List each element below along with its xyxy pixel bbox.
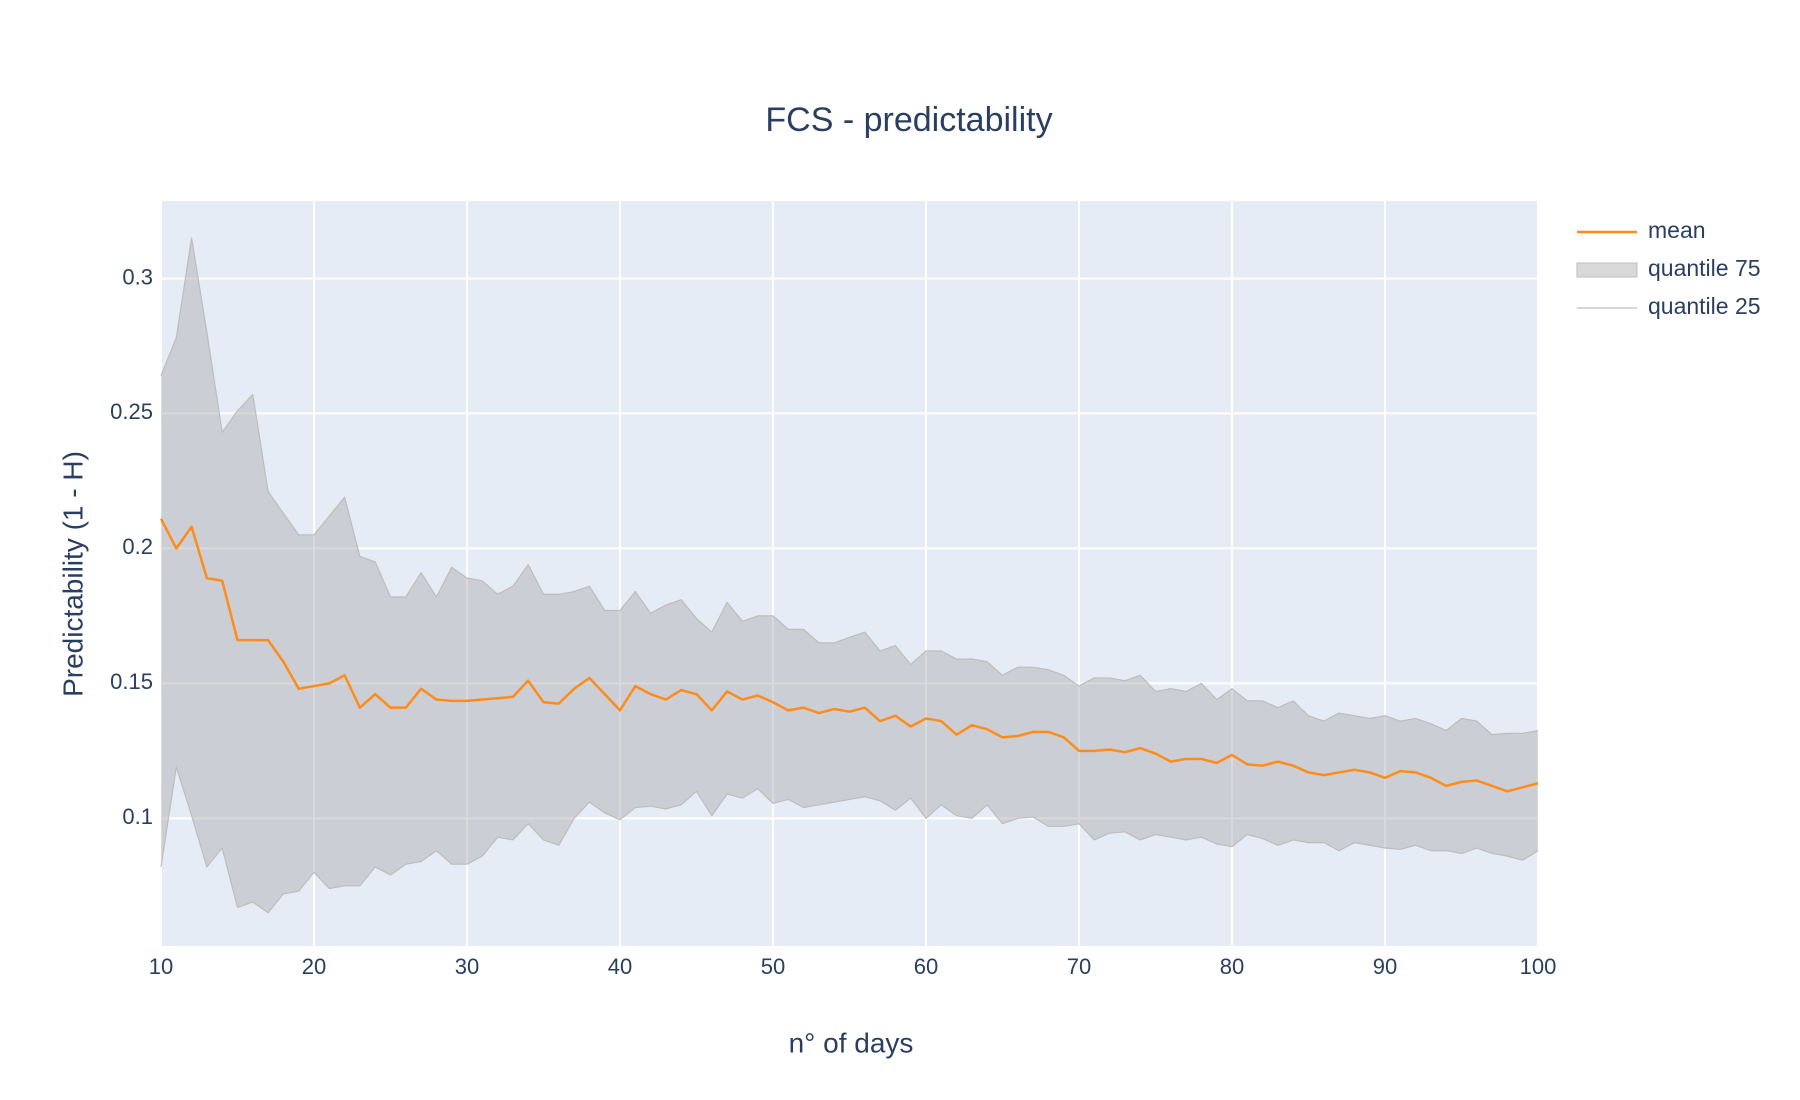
series-line	[159, 518, 1539, 793]
series-line	[160, 766, 1539, 914]
y-tick-label: 0.1	[122, 804, 153, 829]
x-tick-label: 40	[608, 954, 632, 979]
plot-background	[161, 201, 1538, 946]
y-tick-label: 0.25	[110, 399, 153, 424]
legend-label: quantile 75	[1648, 255, 1761, 281]
x-tick-label: 90	[1373, 954, 1397, 979]
y-tick-label: 0.2	[122, 534, 153, 559]
legend-label: quantile 25	[1648, 293, 1761, 319]
band-area	[161, 237, 1538, 913]
x-tick-label: 80	[1220, 954, 1244, 979]
chart-title: FCS - predictability	[765, 101, 1052, 139]
x-tick-label: 70	[1067, 954, 1091, 979]
x-tick-label: 100	[1520, 954, 1557, 979]
series-line	[160, 237, 1539, 736]
x-tick-label: 50	[761, 954, 785, 979]
legend-swatch	[1576, 262, 1638, 278]
x-tick-label: 30	[455, 954, 479, 979]
x-tick-label: 60	[914, 954, 938, 979]
y-tick-label: 0.15	[110, 669, 153, 694]
y-axis-title: Predictability (1 - H)	[57, 451, 88, 697]
x-tick-label: 10	[149, 954, 173, 979]
x-axis-title: n° of days	[789, 1027, 914, 1058]
x-tick-label: 20	[302, 954, 326, 979]
legend-label: mean	[1648, 217, 1706, 243]
y-tick-label: 0.3	[122, 264, 153, 289]
